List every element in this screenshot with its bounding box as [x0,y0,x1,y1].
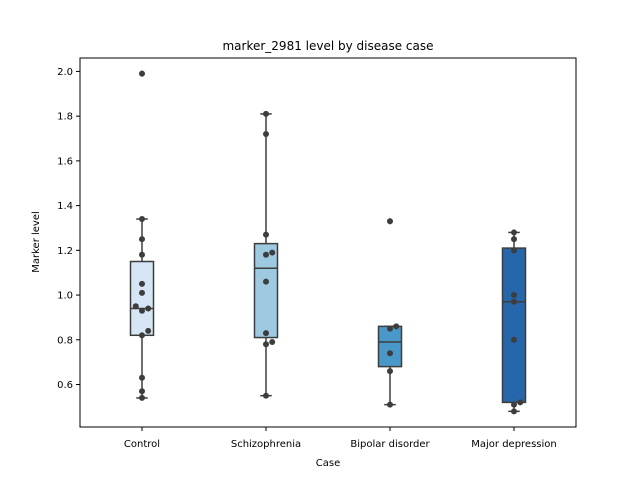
data-point [139,251,145,258]
data-point [263,131,269,138]
data-point [387,368,393,375]
data-point [139,289,145,296]
data-point [263,392,269,399]
data-point [269,249,276,256]
x-tick-label: Bipolar disorder [350,439,430,450]
box-group [253,113,279,397]
data-point [387,350,393,357]
x-tick-label: Schizophrenia [231,439,301,450]
y-tick-label: 1.4 [57,201,73,212]
data-point [511,229,517,236]
y-axis-label: Marker level [31,211,42,273]
data-point [517,399,524,406]
data-point [511,292,517,299]
data-point [387,218,393,225]
data-point [145,327,152,334]
data-point [139,374,145,381]
box-rect [253,242,279,339]
box-rect [129,260,155,337]
data-point [263,110,269,117]
data-point [139,388,145,395]
data-point [511,408,517,415]
x-axis: Control Schizophrenia Bipolar disorder Majo… [124,427,557,450]
data-point [139,280,145,287]
box-group [377,217,403,406]
box-rect [501,247,527,404]
data-point [139,307,145,314]
x-tick-label: Control [124,439,160,450]
data-point [387,325,393,332]
y-tick-label: 1.2 [57,246,73,257]
y-tick-label: 1.8 [57,112,73,123]
chart-title: marker_2981 level by disease case [222,39,433,53]
data-point [145,305,152,312]
plot-frame [79,57,577,428]
y-tick-label: 0.8 [57,335,73,346]
data-point [263,251,269,258]
data-point [511,336,517,343]
data-point [263,341,269,348]
box-rect [377,325,403,368]
data-point [132,303,139,310]
data-point [511,247,517,254]
data-point [393,323,400,330]
data-point [139,236,145,243]
y-tick-label: 2.0 [57,67,73,78]
y-axis: 0.6 0.8 1.0 1.2 1.4 1.6 1.8 2.0 [57,67,80,391]
data-point [263,330,269,337]
data-point [263,278,269,285]
data-point [139,70,145,77]
y-tick-label: 1.0 [57,291,73,302]
data-point [263,231,269,238]
y-tick-label: 0.6 [57,380,73,391]
data-point [511,298,517,305]
data-point [139,216,145,223]
box-group [129,70,155,399]
x-axis-label: Case [316,458,340,469]
y-tick-label: 1.6 [57,156,73,167]
plot-area [129,70,527,415]
data-point [387,401,393,408]
data-point [511,401,517,408]
data-point [139,394,145,401]
data-point [269,339,276,346]
data-point [511,236,517,243]
box-group [501,231,527,413]
x-tick-label: Major depression [471,439,557,450]
data-point [139,332,145,339]
